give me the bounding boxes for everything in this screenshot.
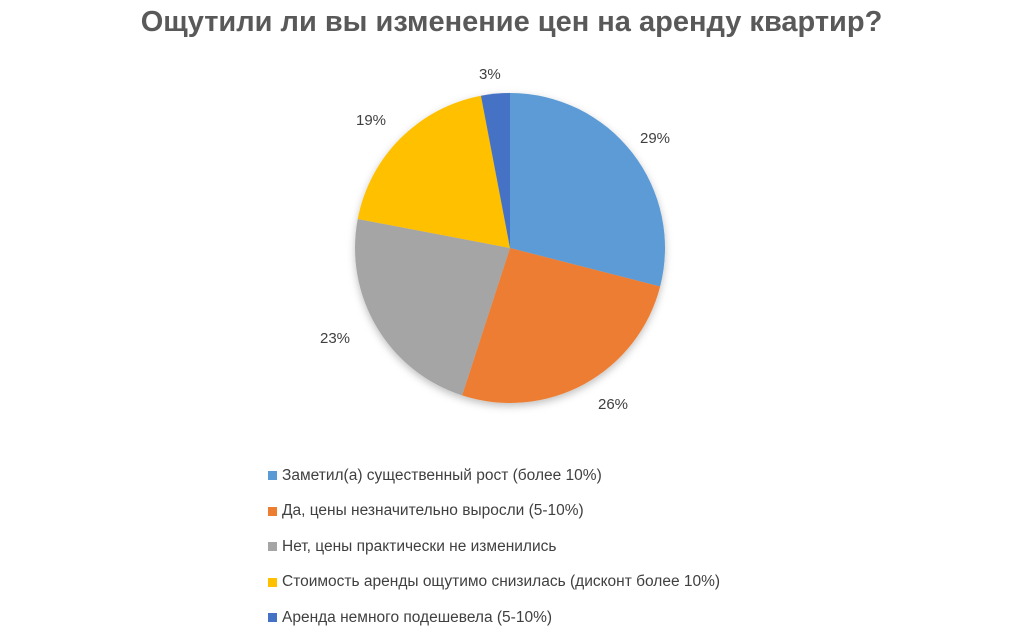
- legend-swatch: [268, 542, 277, 552]
- legend-swatch: [268, 613, 277, 623]
- pie-slice: [355, 218, 510, 396]
- legend: Заметил(а) существенный рост (более 10%)…: [268, 458, 720, 636]
- legend-swatch: [268, 577, 277, 587]
- legend-item: Нет, цены практически не изменились: [268, 529, 720, 565]
- legend-swatch: [268, 471, 277, 481]
- pie-slice: [357, 95, 510, 248]
- legend-label: Аренда немного подешевела (5-10%): [282, 608, 553, 626]
- legend-label: Заметил(а) существенный рост (более 10%): [282, 466, 602, 484]
- data-label: 23%: [320, 330, 351, 347]
- chart-title: Ощутили ли вы изменение цен на аренду кв…: [140, 6, 883, 38]
- data-label: 19%: [356, 112, 387, 129]
- legend-swatch: [268, 506, 277, 516]
- data-label: 29%: [640, 130, 671, 147]
- legend-item: Стоимость аренды ощутимо снизилась (диск…: [268, 565, 720, 601]
- legend-label: Стоимость аренды ощутимо снизилась (диск…: [282, 573, 721, 591]
- legend-item: Да, цены незначительно выросли (5-10%): [268, 494, 720, 530]
- legend-label: Да, цены незначительно выросли (5-10%): [282, 502, 584, 520]
- pie-slice: [480, 93, 510, 248]
- pie-slice: [510, 93, 665, 287]
- legend-label: Нет, цены практически не изменились: [282, 537, 557, 555]
- data-label: 3%: [479, 66, 501, 83]
- data-label: 26%: [598, 396, 629, 413]
- legend-item: Заметил(а) существенный рост (более 10%): [268, 458, 720, 494]
- legend-item: Аренда немного подешевела (5-10%): [268, 600, 720, 636]
- pie-chart: [355, 93, 665, 403]
- pie-slice: [462, 248, 661, 403]
